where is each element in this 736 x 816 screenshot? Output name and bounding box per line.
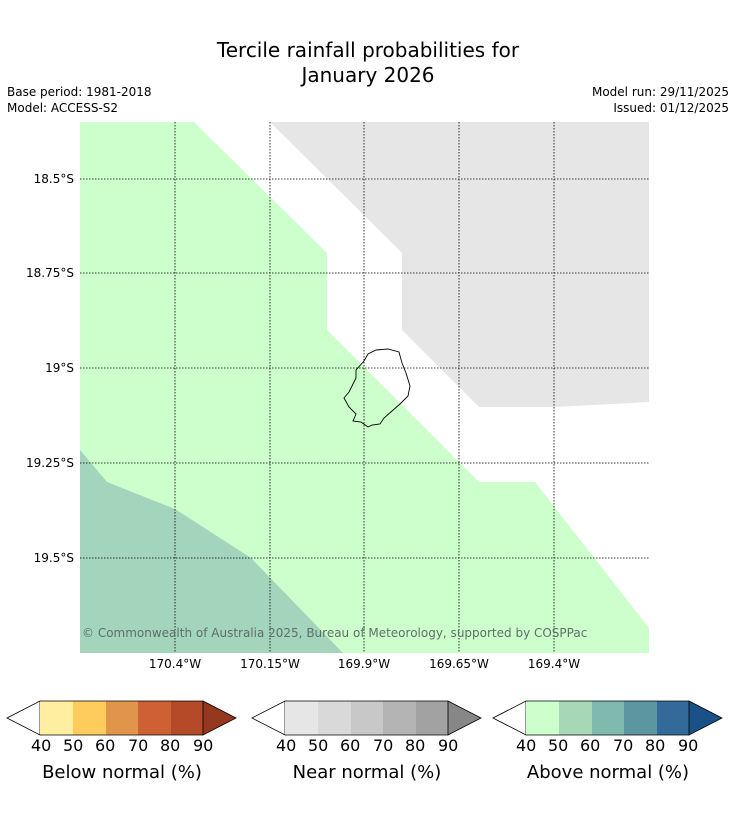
colorbar-tick: 90: [193, 736, 214, 755]
lon-label: 169.9°W: [337, 657, 391, 671]
graticule: [80, 122, 649, 653]
map-title: Tercile rainfall probabilities for Janua…: [0, 38, 736, 88]
issued-date: Issued: 01/12/2025: [613, 101, 729, 115]
lat-label: 19°S: [45, 361, 74, 375]
colorbar-tick: 50: [308, 736, 329, 755]
above-normal-50-region: [80, 450, 343, 653]
colorbar-tick: 80: [160, 736, 181, 755]
colorbar-tick: 50: [548, 736, 569, 755]
model-name: Model: ACCESS-S2: [7, 101, 119, 115]
colorbar-title-below-normal: Below normal (%): [42, 762, 202, 783]
colorbar-tick: 70: [128, 736, 149, 755]
colorbar-tick: 60: [580, 736, 601, 755]
colorbar-tick: 60: [95, 736, 116, 755]
lat-label: 19.5°S: [33, 551, 74, 565]
colorbar-near-normal: [251, 700, 482, 736]
colorbar-tick: 40: [276, 736, 297, 755]
lat-label: 18.5°S: [33, 172, 74, 186]
colorbar-lower-arrow: [6, 700, 41, 736]
colorbar-lower-arrow: [251, 700, 286, 736]
lat-label: 19.25°S: [26, 456, 74, 470]
colorbar-segment: [285, 701, 318, 735]
colorbar-tick: 90: [438, 736, 459, 755]
colorbar-tick: 40: [516, 736, 537, 755]
colorbar-below-normal: [6, 700, 237, 736]
lon-label: 170.15°W: [240, 657, 300, 671]
colorbar-upper-arrow: [447, 700, 482, 736]
meta-right: Model run: 29/11/2025 Issued: 01/12/2025: [592, 84, 729, 116]
colorbar-tick: 70: [613, 736, 634, 755]
colorbar-tick: 90: [678, 736, 699, 755]
title-line-1: Tercile rainfall probabilities for: [216, 38, 520, 62]
colorbar-segment: [171, 701, 203, 735]
colorbar-tick: 70: [373, 736, 394, 755]
colorbar-segment: [106, 701, 138, 735]
colorbar-tick: 40: [31, 736, 52, 755]
colorbar-segment: [592, 701, 624, 735]
colorbar-tick: 80: [405, 736, 426, 755]
above-normal-40-region: [80, 122, 649, 653]
colorbar-segment: [624, 701, 657, 735]
colorbar-segment: [526, 701, 559, 735]
colorbar-segment: [416, 701, 448, 735]
colorbar-segment: [383, 701, 416, 735]
colorbar-segment: [73, 701, 106, 735]
colorbar-above-normal: [492, 700, 723, 736]
meta-left: Base period: 1981-2018 Model: ACCESS-S2: [7, 84, 152, 116]
colorbar-tick: 50: [63, 736, 84, 755]
lon-label: 169.65°W: [429, 657, 489, 671]
colorbar-title-near-normal: Near normal (%): [292, 762, 442, 783]
colorbar-upper-arrow: [202, 700, 237, 736]
copyright-notice: © Commonwealth of Australia 2025, Bureau…: [82, 626, 588, 640]
colorbar-upper-arrow: [688, 700, 723, 736]
colorbar-segment: [318, 701, 351, 735]
niue-island-outline: [343, 348, 411, 428]
title-line-2: January 2026: [301, 63, 435, 87]
base-period: Base period: 1981-2018: [7, 85, 152, 99]
lon-label: 169.4°W: [527, 657, 581, 671]
lat-label: 18.75°S: [26, 266, 74, 280]
colorbar-segment: [40, 701, 73, 735]
colorbar-title-above-normal: Above normal (%): [526, 762, 690, 783]
lon-label: 170.4°W: [148, 657, 202, 671]
colorbar-tick: 80: [645, 736, 666, 755]
colorbar-segment: [657, 701, 689, 735]
colorbar-segment: [351, 701, 383, 735]
colorbar-segment: [138, 701, 171, 735]
model-run: Model run: 29/11/2025: [591, 85, 729, 99]
colorbar-segment: [559, 701, 592, 735]
colorbar-lower-arrow: [492, 700, 527, 736]
colorbar-tick: 60: [340, 736, 361, 755]
